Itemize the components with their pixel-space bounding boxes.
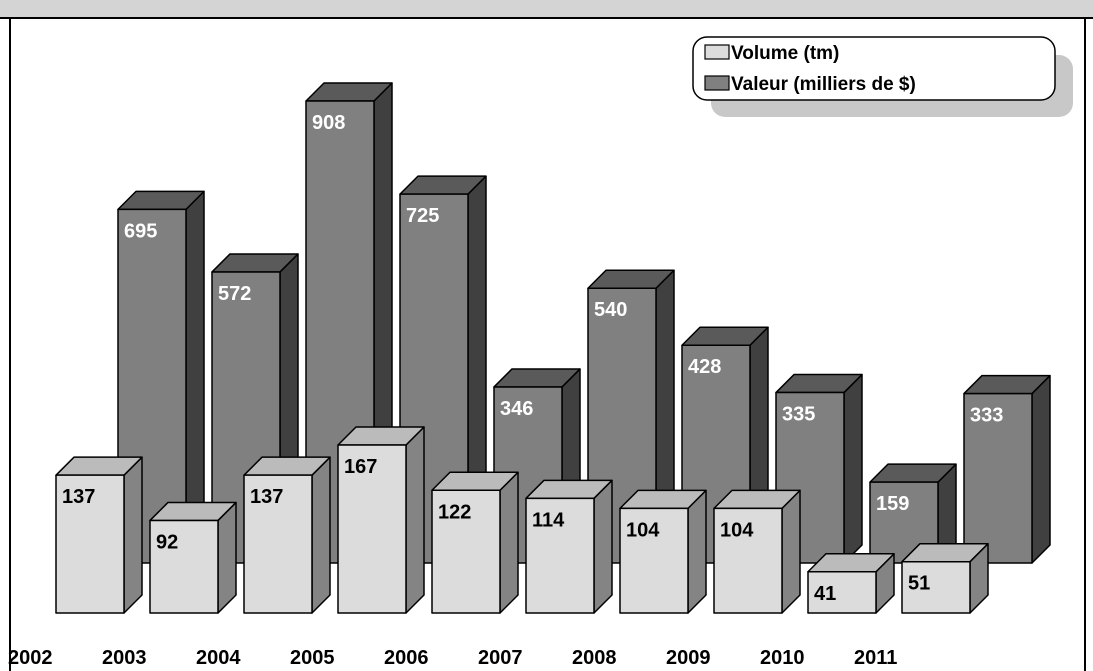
legend: Volume (tm) Valeur (milliers de $) bbox=[692, 36, 1073, 117]
bar-front bbox=[243, 474, 313, 614]
bar-side bbox=[405, 426, 425, 614]
bar-front bbox=[619, 507, 689, 614]
data-label: 908 bbox=[312, 112, 345, 134]
data-label: 167 bbox=[344, 456, 377, 478]
bar-side bbox=[217, 501, 237, 614]
bar-side bbox=[593, 479, 613, 614]
data-label: 122 bbox=[438, 501, 471, 523]
bar-side bbox=[1031, 374, 1051, 564]
bar-side bbox=[781, 489, 801, 614]
x-tick-label: 2002 bbox=[8, 647, 53, 669]
bar bbox=[901, 542, 989, 614]
bar-front bbox=[431, 489, 501, 614]
legend-swatch bbox=[704, 44, 730, 60]
plot: 695 572 908 725 346 540 428 335 159 333 137 92 137 16… bbox=[55, 82, 1051, 614]
x-tick-label: 2009 bbox=[666, 647, 711, 669]
bar-front bbox=[713, 507, 783, 614]
data-label: 114 bbox=[532, 509, 565, 531]
bar-front bbox=[901, 560, 971, 614]
bar bbox=[619, 489, 707, 614]
bar bbox=[243, 456, 331, 614]
data-label: 41 bbox=[814, 583, 836, 605]
bar-front bbox=[869, 481, 939, 564]
x-tick-label: 2006 bbox=[384, 647, 429, 669]
bar-front bbox=[963, 392, 1033, 564]
data-label: 346 bbox=[500, 398, 533, 420]
bar bbox=[55, 456, 143, 614]
bar-front bbox=[337, 444, 407, 614]
x-tick-label: 2007 bbox=[478, 647, 523, 669]
data-label: 333 bbox=[970, 405, 1003, 427]
data-label: 540 bbox=[594, 299, 627, 321]
bar-side bbox=[499, 471, 519, 614]
legend-label: Valeur (milliers de $) bbox=[731, 74, 916, 95]
data-label: 51 bbox=[908, 573, 930, 595]
legend-box bbox=[692, 36, 1056, 101]
x-tick-label: 2003 bbox=[102, 647, 147, 669]
bar bbox=[963, 374, 1051, 564]
data-label: 137 bbox=[250, 486, 283, 508]
data-label: 335 bbox=[782, 404, 815, 426]
bar bbox=[149, 501, 237, 614]
bar-front bbox=[55, 474, 125, 614]
title-band bbox=[0, 0, 1093, 18]
bar bbox=[713, 489, 801, 614]
bar-front bbox=[525, 497, 595, 614]
bar-front bbox=[807, 571, 877, 614]
x-tick-label: 2008 bbox=[572, 647, 617, 669]
bar-front bbox=[149, 519, 219, 614]
x-tick-label: 2011 bbox=[854, 647, 897, 669]
x-tick-label: 2004 bbox=[196, 647, 241, 669]
legend-label: Volume (tm) bbox=[731, 43, 839, 64]
bar-side bbox=[311, 456, 331, 614]
bar bbox=[431, 471, 519, 614]
x-tick-label: 2010 bbox=[760, 647, 805, 669]
data-label: 572 bbox=[218, 283, 251, 305]
bar-side bbox=[123, 456, 143, 614]
bar bbox=[869, 463, 957, 564]
x-tick-label: 2005 bbox=[290, 647, 335, 669]
legend-swatch bbox=[704, 75, 730, 91]
bar-side bbox=[687, 489, 707, 614]
data-label: 695 bbox=[124, 220, 157, 242]
bar bbox=[525, 479, 613, 614]
data-label: 92 bbox=[156, 531, 178, 553]
data-label: 137 bbox=[62, 486, 95, 508]
data-label: 104 bbox=[626, 519, 660, 541]
bar bbox=[807, 553, 895, 614]
data-label: 104 bbox=[720, 519, 754, 541]
data-label: 725 bbox=[406, 205, 439, 227]
bar bbox=[337, 426, 425, 614]
data-label: 428 bbox=[688, 356, 721, 378]
bar-side bbox=[843, 373, 863, 564]
data-label: 159 bbox=[876, 493, 909, 515]
